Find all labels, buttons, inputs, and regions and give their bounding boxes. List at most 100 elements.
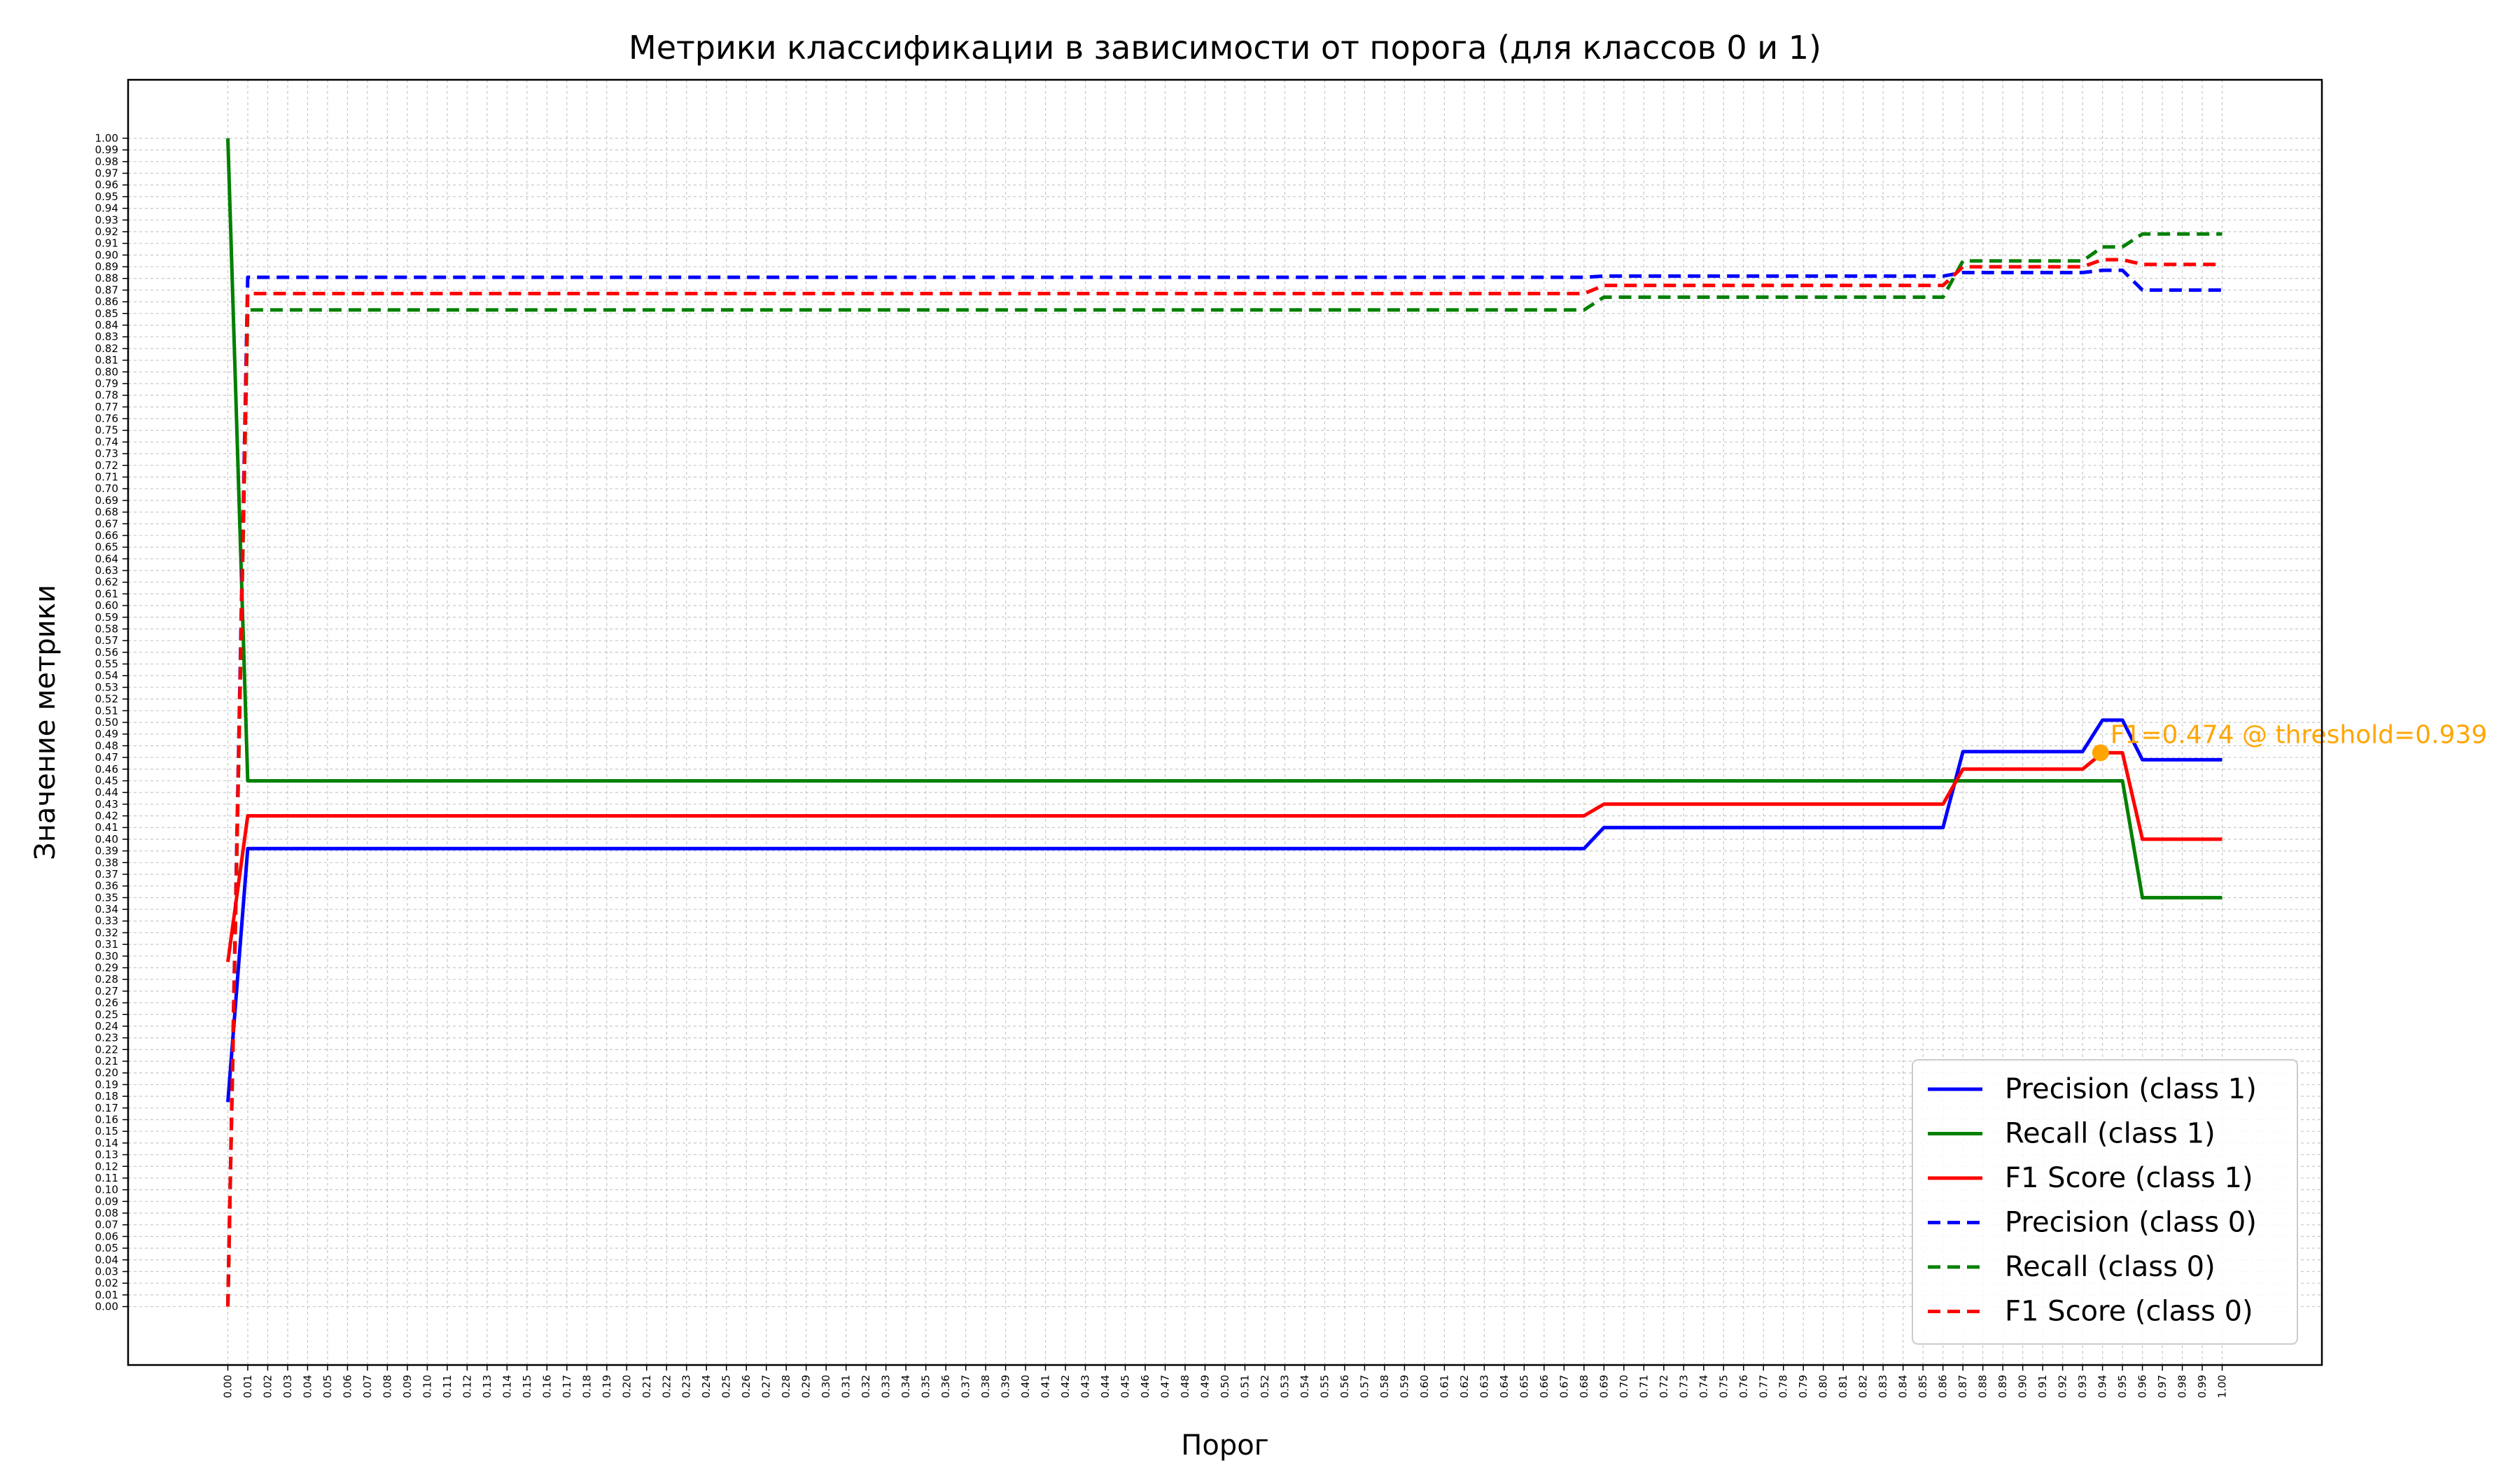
y-tick-label: 0.25 (95, 1008, 118, 1021)
legend: Precision (class 1) Recall (class 1) F1 Sc… (1912, 1059, 2298, 1345)
x-tick-label: 0.30 (820, 1375, 832, 1398)
y-tick-label: 0.79 (95, 377, 118, 390)
x-tick-label: 0.68 (1578, 1375, 1590, 1398)
chart-title: Метрики классификации в зависимости от п… (629, 29, 1821, 66)
x-axis-label: Порог (1181, 1429, 1268, 1462)
series-line-4 (226, 268, 2222, 1307)
y-tick-label: 0.09 (95, 1195, 118, 1208)
legend-label: Recall (class 0) (2005, 1251, 2216, 1283)
x-tick-label: 0.75 (1717, 1375, 1730, 1398)
x-tick-label: 0.95 (2116, 1375, 2129, 1398)
y-ticks: 0.000.010.020.030.040.050.060.070.080.09… (95, 132, 128, 1313)
y-tick-label: 0.02 (95, 1277, 118, 1289)
x-tick-label: 0.99 (2196, 1375, 2208, 1398)
series-line-1 (226, 718, 2222, 1102)
y-tick-label: 0.08 (95, 1207, 118, 1219)
x-tick-label: 0.26 (740, 1375, 752, 1398)
x-tick-label: 0.87 (1956, 1375, 1969, 1398)
legend-box (1912, 1059, 2298, 1345)
y-tick-label: 0.38 (95, 856, 118, 869)
x-tick-label: 0.73 (1677, 1375, 1690, 1398)
y-tick-label: 0.18 (95, 1090, 118, 1102)
y-tick-label: 0.98 (95, 155, 118, 168)
y-tick-label: 0.56 (95, 646, 118, 659)
y-tick-label: 0.63 (95, 564, 118, 577)
x-tick-label: 0.58 (1378, 1375, 1391, 1398)
y-tick-label: 0.66 (95, 529, 118, 542)
x-tick-label: 0.50 (1219, 1375, 1231, 1398)
x-tick-label: 0.61 (1438, 1375, 1450, 1398)
x-tick-label: 0.62 (1458, 1375, 1471, 1398)
x-tick-label: 0.49 (1199, 1375, 1212, 1398)
y-tick-label: 0.60 (95, 599, 118, 612)
series-line-3 (226, 750, 2222, 962)
x-tick-label: 0.98 (2176, 1375, 2189, 1398)
y-tick-label: 0.46 (95, 763, 118, 776)
x-tick-label: 0.34 (899, 1375, 912, 1398)
y-tick-label: 0.20 (95, 1067, 118, 1079)
x-tick-label: 0.22 (660, 1375, 673, 1398)
x-tick-label: 0.65 (1518, 1375, 1530, 1398)
x-tick-label: 0.56 (1338, 1375, 1351, 1398)
plot-frame (127, 78, 2323, 1366)
y-tick-label: 0.55 (95, 658, 118, 671)
y-tick-label: 0.85 (95, 307, 118, 320)
y-tick-label: 0.57 (95, 634, 118, 647)
y-tick-label: 0.11 (95, 1172, 118, 1184)
x-tick-label: 0.39 (1000, 1375, 1012, 1398)
x-tick-label: 0.38 (979, 1375, 992, 1398)
x-tick-label: 0.71 (1637, 1375, 1650, 1398)
x-ticks: 0.00 0.01 0.02 0.03 0.04 0.05 0.06 0.07 0.08 0.09… (221, 1365, 2229, 1398)
x-tick-label: 0.90 (2017, 1375, 2029, 1398)
x-tick-label: 0.33 (880, 1375, 892, 1398)
y-tick-label: 0.28 (95, 973, 118, 986)
y-tick-label: 0.10 (95, 1184, 118, 1196)
y-tick-label: 0.36 (95, 880, 118, 892)
x-tick-label: 0.81 (1837, 1375, 1849, 1398)
x-tick-label: 0.17 (561, 1375, 573, 1398)
x-tick-label: 0.28 (780, 1375, 792, 1398)
x-tick-label: 0.05 (321, 1375, 334, 1398)
x-tick-label: 0.03 (281, 1375, 294, 1398)
series-line-6 (226, 258, 2222, 1307)
x-tick-label: 0.48 (1179, 1375, 1191, 1398)
y-tick-label: 0.33 (95, 915, 118, 927)
x-tick-label: 0.85 (1917, 1375, 1929, 1398)
x-tick-label: 0.21 (640, 1375, 653, 1398)
x-tick-label: 0.36 (939, 1375, 952, 1398)
x-tick-label: 0.72 (1658, 1375, 1670, 1398)
y-tick-label: 0.91 (95, 237, 118, 250)
x-tick-label: 0.11 (441, 1375, 454, 1398)
y-tick-label: 0.54 (95, 669, 118, 682)
y-tick-label: 0.67 (95, 517, 118, 530)
x-tick-label: 0.93 (2076, 1375, 2089, 1398)
best-f1-label: F1=0.474 @ threshold=0.939 (2110, 720, 2488, 749)
x-tick-label: 0.44 (1099, 1375, 1112, 1398)
y-tick-label: 0.71 (95, 470, 118, 483)
y-tick-label: 0.92 (95, 225, 118, 238)
x-tick-label: 0.35 (920, 1375, 932, 1398)
x-tick-label: 0.78 (1777, 1375, 1790, 1398)
y-tick-label: 0.37 (95, 868, 118, 881)
x-tick-label: 0.04 (301, 1375, 314, 1398)
x-tick-label: 0.77 (1757, 1375, 1770, 1398)
y-tick-label: 0.68 (95, 506, 118, 519)
y-tick-label: 0.47 (95, 751, 118, 764)
y-tick-label: 0.96 (95, 178, 118, 191)
y-tick-label: 0.00 (95, 1301, 118, 1313)
y-tick-label: 0.07 (95, 1219, 118, 1231)
x-tick-label: 0.24 (700, 1375, 713, 1398)
x-tick-label: 0.94 (2096, 1375, 2109, 1398)
y-tick-label: 0.14 (95, 1137, 118, 1149)
x-tick-label: 0.25 (720, 1375, 733, 1398)
x-tick-label: 0.91 (2036, 1375, 2049, 1398)
x-tick-label: 0.43 (1079, 1375, 1092, 1398)
y-tick-label: 0.69 (95, 494, 118, 507)
y-tick-label: 0.04 (95, 1254, 118, 1266)
x-tick-label: 0.20 (620, 1375, 633, 1398)
x-tick-label: 0.06 (341, 1375, 354, 1398)
y-tick-label: 0.90 (95, 248, 118, 261)
y-tick-label: 0.51 (95, 704, 118, 717)
y-tick-label: 0.35 (95, 891, 118, 904)
y-tick-label: 0.44 (95, 786, 118, 799)
